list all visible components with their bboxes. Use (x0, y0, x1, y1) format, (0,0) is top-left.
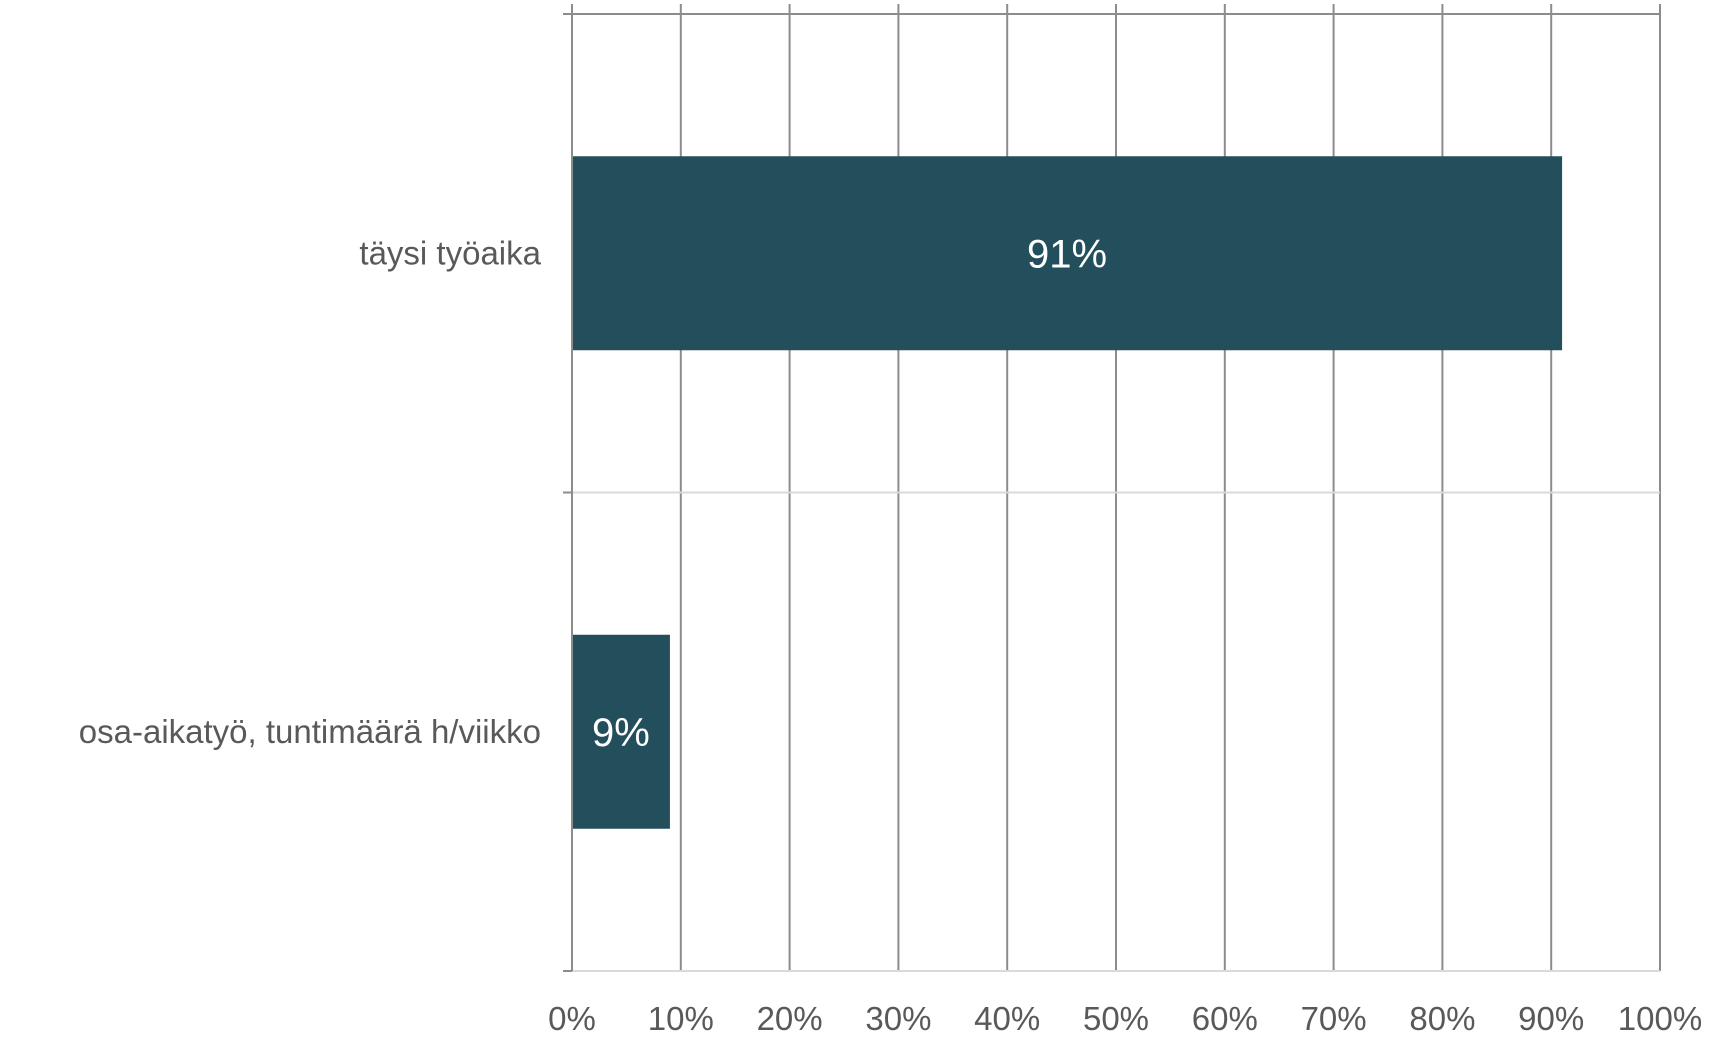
bar (573, 156, 1563, 351)
x-tick-label: 20% (757, 1000, 823, 1037)
bars (573, 156, 1563, 829)
x-tick-label: 80% (1409, 1000, 1475, 1037)
x-tick-label: 60% (1192, 1000, 1258, 1037)
category-label: osa-aikatyö, tuntimäärä h/viikko (79, 713, 541, 750)
x-tick-label: 100% (1618, 1000, 1702, 1037)
category-label: täysi työaika (359, 234, 541, 271)
x-tick-label: 10% (648, 1000, 714, 1037)
data-label: 9% (592, 711, 650, 755)
gridlines (679, 4, 1661, 971)
x-tick-label: 40% (974, 1000, 1040, 1037)
data-label: 91% (1027, 232, 1107, 276)
x-tick-label: 90% (1518, 1000, 1584, 1037)
axes (563, 4, 1660, 972)
labels: 0% 10% 20% 30% 40% 50% 60% 70% 80% 90% 100% 91% täys… (79, 232, 1702, 1037)
x-tick-label: 0% (548, 1000, 596, 1037)
x-tick-label: 70% (1301, 1000, 1367, 1037)
bar (573, 634, 670, 829)
x-tick-label: 30% (865, 1000, 931, 1037)
category-separators (572, 491, 1660, 972)
x-tick-label: 50% (1083, 1000, 1149, 1037)
